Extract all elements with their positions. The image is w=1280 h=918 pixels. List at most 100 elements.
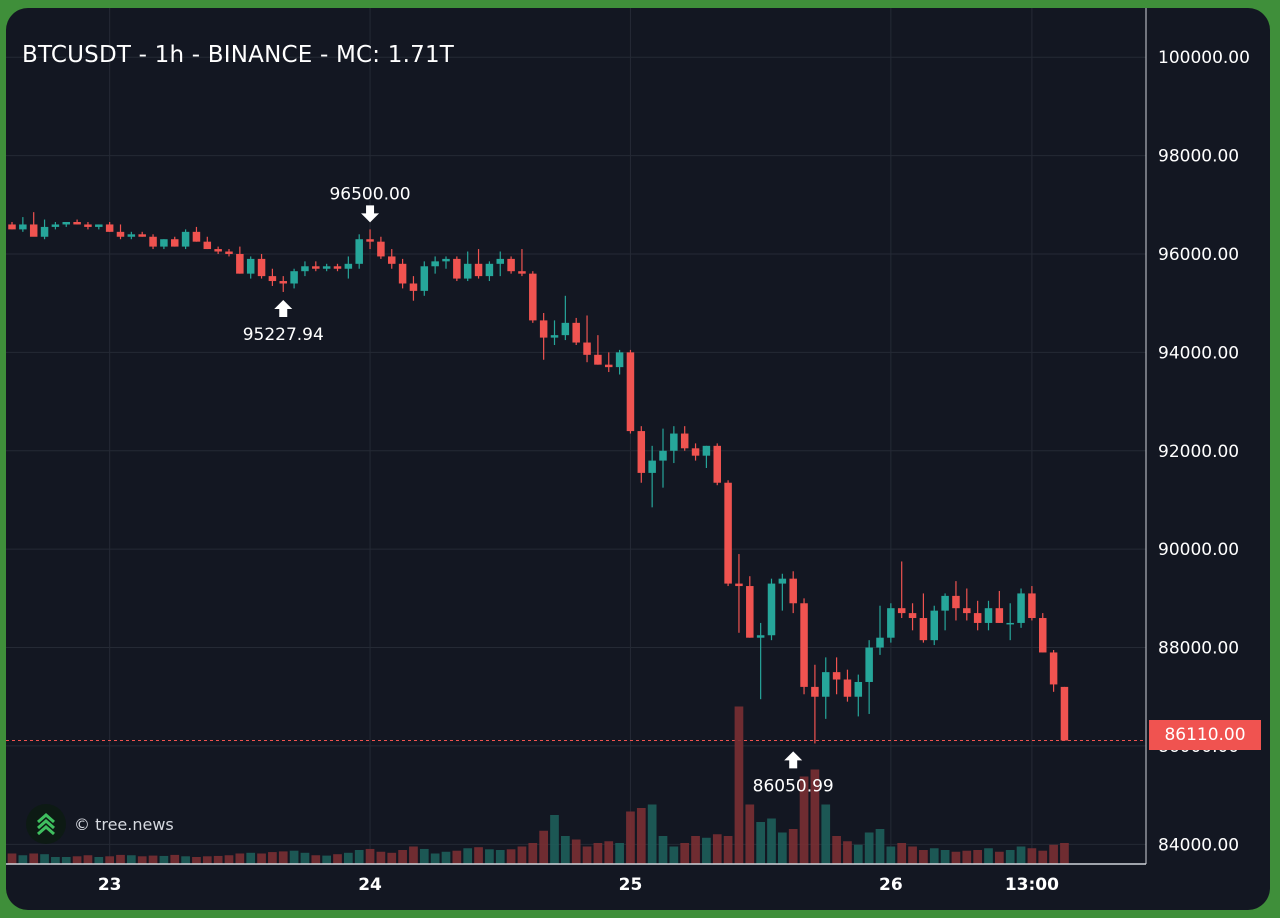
candle (8, 222, 16, 230)
candle-body (474, 263, 483, 277)
candle-body (594, 354, 602, 365)
candle-body (442, 258, 450, 262)
candle (474, 249, 483, 279)
volume-bar (810, 769, 820, 864)
candle-body (1060, 686, 1069, 741)
arrow-up-icon (274, 299, 293, 317)
candle-body (409, 283, 418, 291)
candle (485, 261, 494, 282)
candle-body (116, 231, 125, 237)
candle (539, 313, 548, 360)
y-tick-label: 92000.00 (1158, 442, 1239, 462)
volume-bar (506, 849, 516, 864)
candle (333, 263, 342, 272)
volume-bar (159, 855, 169, 864)
volume-bar (940, 850, 950, 864)
x-tick-label: 24 (358, 875, 382, 895)
candle-body (746, 586, 754, 638)
volume-bar (61, 857, 71, 864)
candle (279, 276, 287, 292)
candle (62, 222, 70, 227)
y-tick-label: 98000.00 (1158, 147, 1239, 167)
candle-body (973, 613, 982, 623)
candle (192, 226, 201, 242)
candle (778, 573, 787, 611)
volume-bar (72, 856, 82, 864)
candle-body (691, 448, 700, 456)
volume-bar (615, 843, 624, 864)
volume-bar (517, 846, 527, 864)
volume-bar (83, 855, 93, 864)
volume-bar (571, 839, 581, 864)
candle-body (431, 261, 439, 267)
volume-bar (669, 846, 679, 864)
candle (919, 593, 928, 643)
candle-body (333, 266, 342, 269)
candle-body (149, 236, 157, 247)
volume-bar (376, 851, 386, 864)
candle-body (257, 258, 266, 277)
candle (388, 249, 396, 269)
candle-body (225, 251, 233, 254)
time-axis[interactable]: 23 24 25 26 13:00 (6, 863, 1146, 895)
volume-bar (561, 836, 570, 864)
candle (73, 219, 81, 225)
y-tick-label: 88000.00 (1158, 639, 1239, 659)
candle-body (984, 608, 993, 623)
candle (453, 256, 461, 282)
candle (268, 268, 277, 286)
candle-body (453, 258, 461, 279)
candle-body (659, 450, 667, 461)
volume-bar (1060, 843, 1069, 864)
candle-body (756, 635, 765, 638)
annotation-label: 95227.94 (243, 325, 324, 345)
candle (811, 664, 819, 744)
candle-body (789, 578, 797, 604)
candle (518, 249, 526, 277)
candle (301, 261, 309, 277)
candle (626, 349, 635, 434)
candle-body (735, 583, 743, 587)
candle (442, 256, 450, 269)
volume-bar (333, 854, 342, 864)
candle-body (214, 249, 222, 252)
volume-bar (7, 853, 17, 864)
volume-bar (441, 851, 451, 864)
candle-body (843, 679, 852, 697)
candle (995, 590, 1004, 623)
volume-bar (246, 852, 256, 864)
candle (290, 268, 298, 289)
candle (312, 261, 320, 272)
candle-body (377, 241, 385, 257)
chart-title: BTCUSDT - 1h - BINANCE - MC: 1.71T (22, 42, 455, 68)
candle-body (84, 224, 92, 227)
candle-body (138, 234, 146, 237)
candle (637, 426, 646, 483)
candle-body (854, 681, 863, 697)
price-axis[interactable]: 100000.00 98000.00 96000.00 94000.00 92000.0… (1145, 8, 1250, 864)
volume-bar (919, 850, 928, 864)
candle-body (388, 256, 396, 264)
candle (507, 256, 515, 274)
volume-bar (495, 850, 505, 864)
watermark-text: © tree.news (74, 814, 174, 834)
volume-bar (1016, 846, 1026, 864)
candle-body (181, 231, 190, 247)
price-chart[interactable]: 96500.00 95227.94 86050.99 100000.00 98000.… (6, 8, 1270, 910)
volume-bar (897, 843, 907, 864)
volume-bar (29, 853, 39, 864)
candle-body (366, 239, 374, 242)
volume-bar (778, 832, 787, 864)
volume-bar (962, 850, 972, 864)
candle-body (583, 342, 591, 355)
volume-bar (550, 815, 559, 864)
volume-bar (843, 841, 852, 864)
y-tick-label: 96000.00 (1158, 245, 1239, 265)
volume-bar (636, 808, 646, 864)
volume-bar (799, 776, 809, 864)
candle (181, 229, 190, 250)
volume-bar (1005, 850, 1015, 864)
candle-body (865, 647, 873, 682)
price-annotation: 96500.00 (329, 184, 411, 223)
grid (6, 8, 1146, 864)
